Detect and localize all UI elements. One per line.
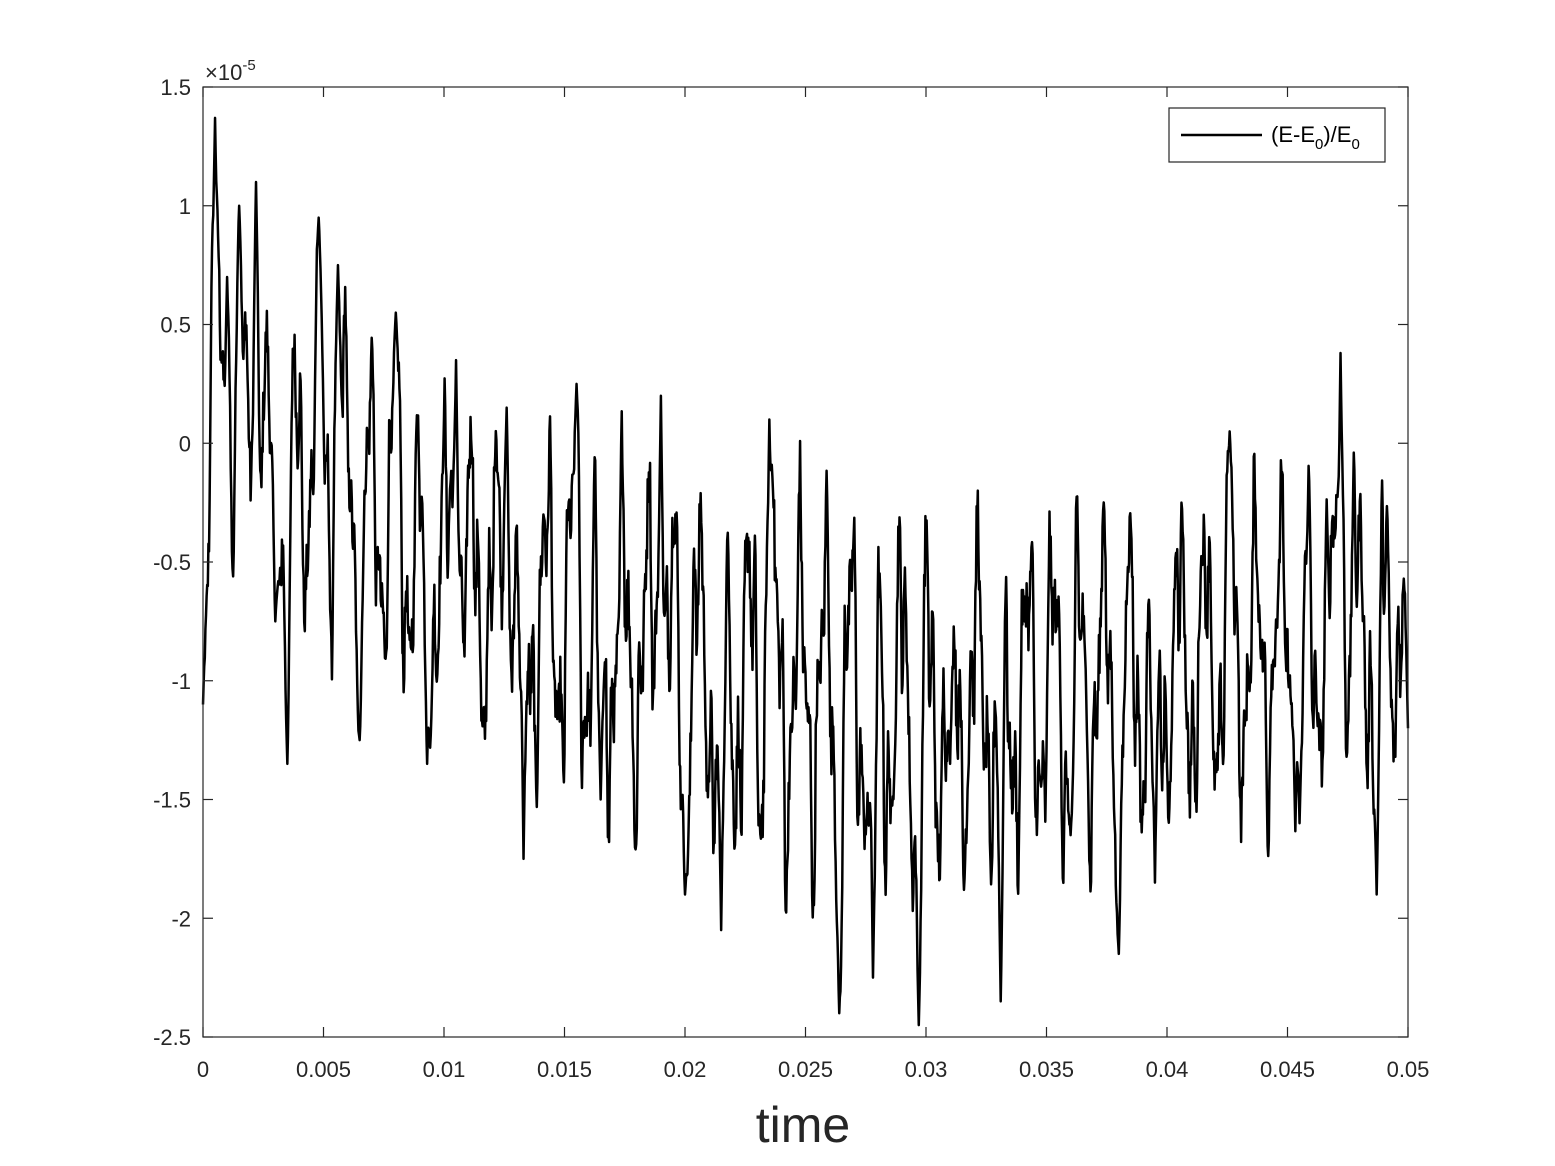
y-tick-label: 0: [179, 431, 191, 456]
y-exponent-label: ×10-5: [205, 57, 256, 85]
y-tick-label: -2.5: [153, 1025, 191, 1050]
x-tick-label: 0: [197, 1057, 209, 1082]
x-tick-label: 0.02: [664, 1057, 707, 1082]
y-tick-label: 0.5: [160, 313, 191, 338]
series-line-energy-error: [201, 116, 1410, 1027]
y-tick-label: -2: [171, 906, 191, 931]
x-tick-label: 0.035: [1019, 1057, 1074, 1082]
y-tick-label: 1.5: [160, 75, 191, 100]
y-tick-label: 1: [179, 194, 191, 219]
x-ticks: 0 0.005 0.01 0.015 0.02 0.025 0.03 0.035 0.04 0.0…: [197, 87, 1430, 1082]
x-tick-label: 0.04: [1146, 1057, 1189, 1082]
y-tick-label: -1.5: [153, 788, 191, 813]
legend: (E-E0)/E0: [1168, 107, 1386, 163]
x-tick-label: 0.015: [537, 1057, 592, 1082]
y-tick-label: -0.5: [153, 550, 191, 575]
y-ticks: 1.5 1 0.5 0 -0.5 -1 -1.5 -2 -2.5: [153, 75, 1408, 1050]
series-layer: [201, 116, 1410, 1027]
legend-label: (E-E0)/E0: [1271, 122, 1360, 153]
x-tick-label: 0.025: [778, 1057, 833, 1082]
plot-area: [203, 87, 1408, 1037]
y-tick-label: -1: [171, 669, 191, 694]
x-tick-label: 0.01: [423, 1057, 466, 1082]
x-tick-label: 0.005: [296, 1057, 351, 1082]
x-tick-label: 0.045: [1260, 1057, 1315, 1082]
x-axis-title: time: [756, 1097, 850, 1153]
x-tick-label: 0.03: [905, 1057, 948, 1082]
plot-background: [203, 87, 1408, 1037]
x-tick-label: 0.05: [1387, 1057, 1430, 1082]
